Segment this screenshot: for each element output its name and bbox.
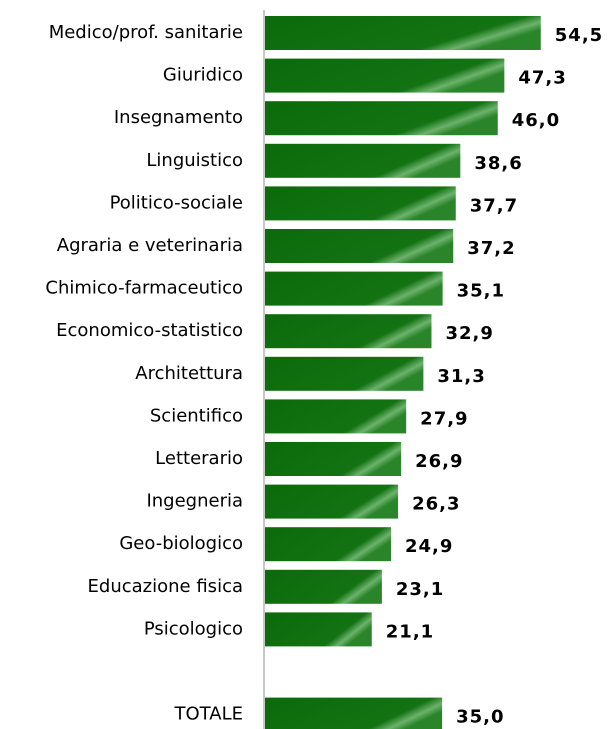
bar	[265, 442, 402, 476]
value-label: 37,2	[467, 238, 515, 259]
category-label: Economico-statistico	[56, 320, 243, 341]
bar	[265, 101, 498, 136]
category-label: Letterario	[155, 448, 243, 469]
bar	[265, 229, 454, 263]
bar	[265, 569, 382, 604]
value-label: 47,3	[518, 68, 566, 89]
bar	[265, 314, 432, 349]
bar	[265, 186, 456, 221]
value-label: 26,3	[412, 494, 460, 515]
value-label: 27,9	[420, 408, 468, 429]
category-label: Ingegneria	[146, 491, 243, 512]
category-label: Agraria e veterinaria	[57, 235, 243, 256]
category-label: Chimico-farmaceutico	[45, 278, 243, 299]
value-label: 46,0	[512, 110, 560, 131]
category-label: Educazione fisica	[88, 576, 243, 597]
category-label: Insegnamento	[114, 107, 243, 128]
bar	[265, 484, 399, 519]
value-label: 21,1	[386, 621, 434, 642]
bar	[265, 612, 372, 647]
bar	[265, 16, 541, 50]
category-label: Linguistico	[146, 150, 243, 171]
bar	[265, 143, 461, 178]
value-label: 32,9	[445, 323, 493, 344]
bar	[265, 697, 443, 729]
category-label: Psicologico	[144, 618, 243, 639]
value-label: 23,1	[396, 579, 444, 600]
value-label: 26,9	[415, 451, 463, 472]
bar	[265, 356, 424, 391]
category-label: Politico-sociale	[110, 192, 243, 213]
category-label: Giuridico	[163, 65, 243, 86]
bar	[265, 271, 443, 306]
bar	[265, 527, 391, 562]
category-label: Architettura	[135, 363, 243, 384]
value-label: 31,3	[437, 366, 485, 387]
value-label: 37,7	[470, 195, 518, 216]
value-label: 38,6	[474, 153, 522, 174]
category-label: Medico/prof. sanitarie	[49, 22, 243, 43]
category-label: TOTALE	[174, 704, 243, 725]
value-label: 35,1	[457, 281, 505, 302]
bar	[265, 399, 407, 434]
category-label: Geo-biologico	[119, 533, 243, 554]
category-label: Scientifico	[150, 405, 243, 426]
bar	[265, 58, 505, 93]
value-label: 54,5	[555, 25, 603, 46]
value-label: 24,9	[405, 536, 453, 557]
value-label: 35,0	[456, 707, 504, 728]
